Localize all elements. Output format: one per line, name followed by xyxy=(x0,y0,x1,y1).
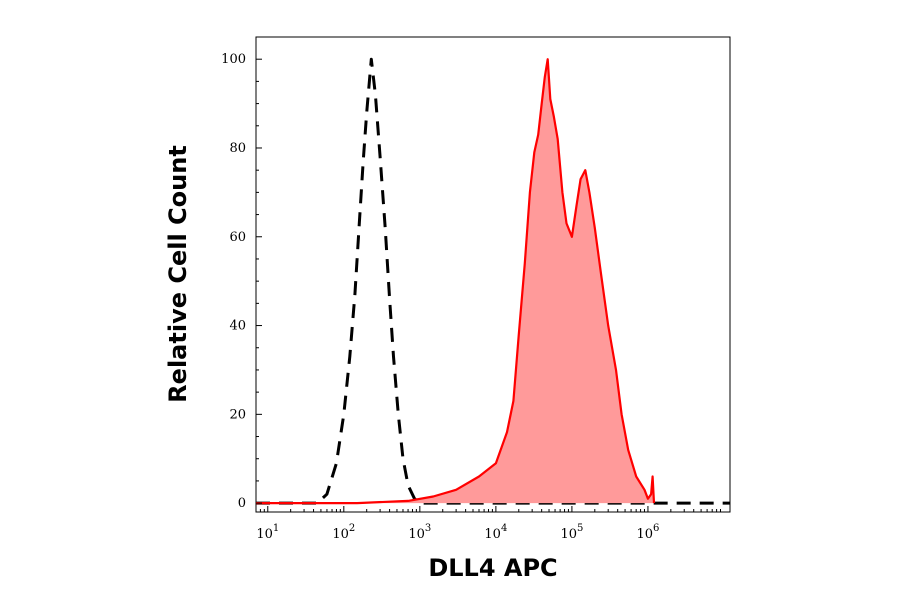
x-tick-label: 103 xyxy=(408,523,431,542)
series-2-line xyxy=(256,58,656,505)
y-tick-label: 40 xyxy=(229,319,246,334)
plot-frame xyxy=(255,36,731,513)
y-tick-label: 60 xyxy=(229,230,246,245)
y-tick-label: 20 xyxy=(229,407,246,422)
x-tick-label: 102 xyxy=(332,523,355,542)
y-axis: 0 20 40 60 80 100 xyxy=(221,52,262,511)
series-1-line xyxy=(256,57,730,505)
x-tick-label: 101 xyxy=(256,523,279,542)
y-tick-label: 100 xyxy=(221,52,246,67)
y-tick-label: 80 xyxy=(229,141,246,156)
x-tick-label: 105 xyxy=(560,523,583,542)
y-tick-label: 0 xyxy=(238,496,246,511)
x-axis: 101 102 103 104 105 106 xyxy=(255,506,722,542)
series-layer xyxy=(256,57,730,505)
series-2-area xyxy=(256,59,654,504)
y-axis-title: Relative Cell Count xyxy=(164,145,192,403)
x-tick-label: 104 xyxy=(484,523,507,542)
x-tick-label: 106 xyxy=(636,523,659,542)
x-axis-title: DLL4 APC xyxy=(428,554,557,582)
